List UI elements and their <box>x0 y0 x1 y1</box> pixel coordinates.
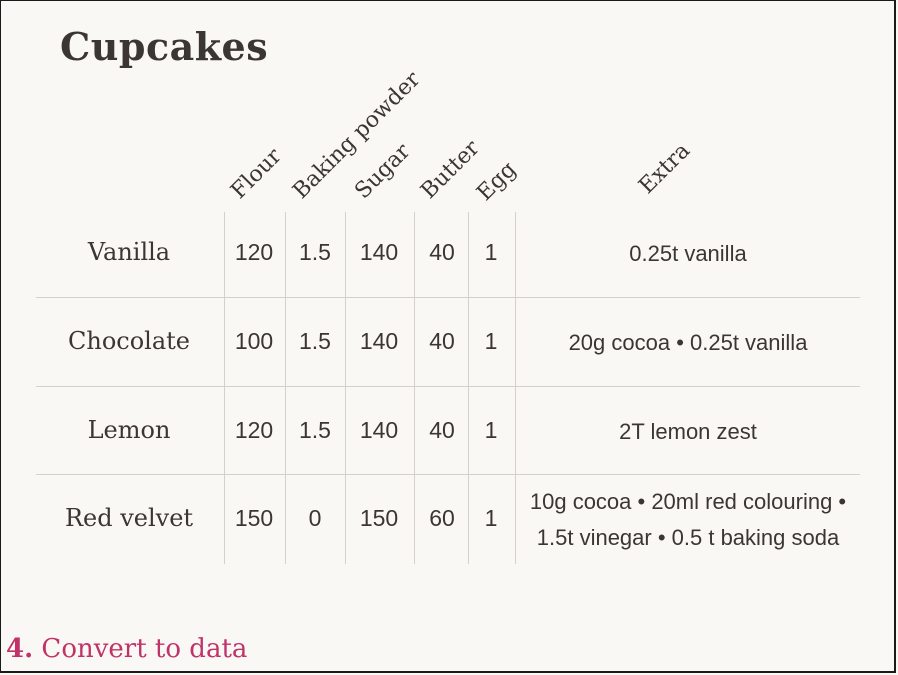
extra-line: 2T lemon zest <box>619 419 757 444</box>
page-title: Cupcakes <box>60 24 269 69</box>
extra-cell: 2T lemon zest <box>520 414 856 450</box>
extra-cell: 20g cocoa • 0.25t vanilla <box>520 325 856 361</box>
row-divider <box>36 474 860 475</box>
extra-cell: 10g cocoa • 20ml red colouring • 1.5t vin… <box>520 484 856 556</box>
table-cell: 40 <box>429 328 455 354</box>
row-label-vanilla: Vanilla <box>87 238 171 266</box>
extra-line: 1.5t vinegar • 0.5 t baking soda <box>536 525 840 550</box>
footer-step-number: 4. <box>6 634 34 664</box>
extra-cell: 0.25t vanilla <box>520 236 856 272</box>
table-cell: 1.5 <box>299 417 331 443</box>
table-cell: 120 <box>234 417 274 443</box>
table-cell: 60 <box>429 505 455 531</box>
table-cell: 0 <box>308 505 322 531</box>
column-divider <box>285 212 286 564</box>
table-cell: 40 <box>429 417 455 443</box>
table-cell: 140 <box>359 239 399 265</box>
table-cell: 1 <box>484 417 498 443</box>
table-cell: 140 <box>359 328 399 354</box>
row-label-red-velvet: Red velvet <box>64 504 194 532</box>
table-cell: 150 <box>359 505 399 531</box>
row-divider <box>36 297 860 298</box>
table-cell: 140 <box>359 417 399 443</box>
table-cell: 1 <box>484 239 498 265</box>
table-cell: 1.5 <box>299 239 331 265</box>
table-cell: 1.5 <box>299 328 331 354</box>
row-divider <box>36 386 860 387</box>
extra-line: 0.25t vanilla <box>629 241 747 266</box>
footer-step-text: Convert to data <box>41 634 248 664</box>
table-cell: 1 <box>484 505 498 531</box>
table-cell: 1 <box>484 328 498 354</box>
row-label-chocolate: Chocolate <box>68 327 190 355</box>
extra-line: 20g cocoa • 0.25t vanilla <box>568 330 808 355</box>
row-label-lemon: Lemon <box>87 416 171 444</box>
extra-line: 10g cocoa • 20ml red colouring • <box>529 489 847 514</box>
table-cell: 100 <box>234 328 274 354</box>
column-divider <box>224 212 225 564</box>
table-cell: 150 <box>234 505 274 531</box>
table-cell: 40 <box>429 239 455 265</box>
column-divider <box>414 212 415 564</box>
column-divider <box>345 212 346 564</box>
column-divider <box>515 212 516 564</box>
footer-caption: 4. Convert to data <box>6 634 247 664</box>
table-cell: 120 <box>234 239 274 265</box>
column-divider <box>468 212 469 564</box>
